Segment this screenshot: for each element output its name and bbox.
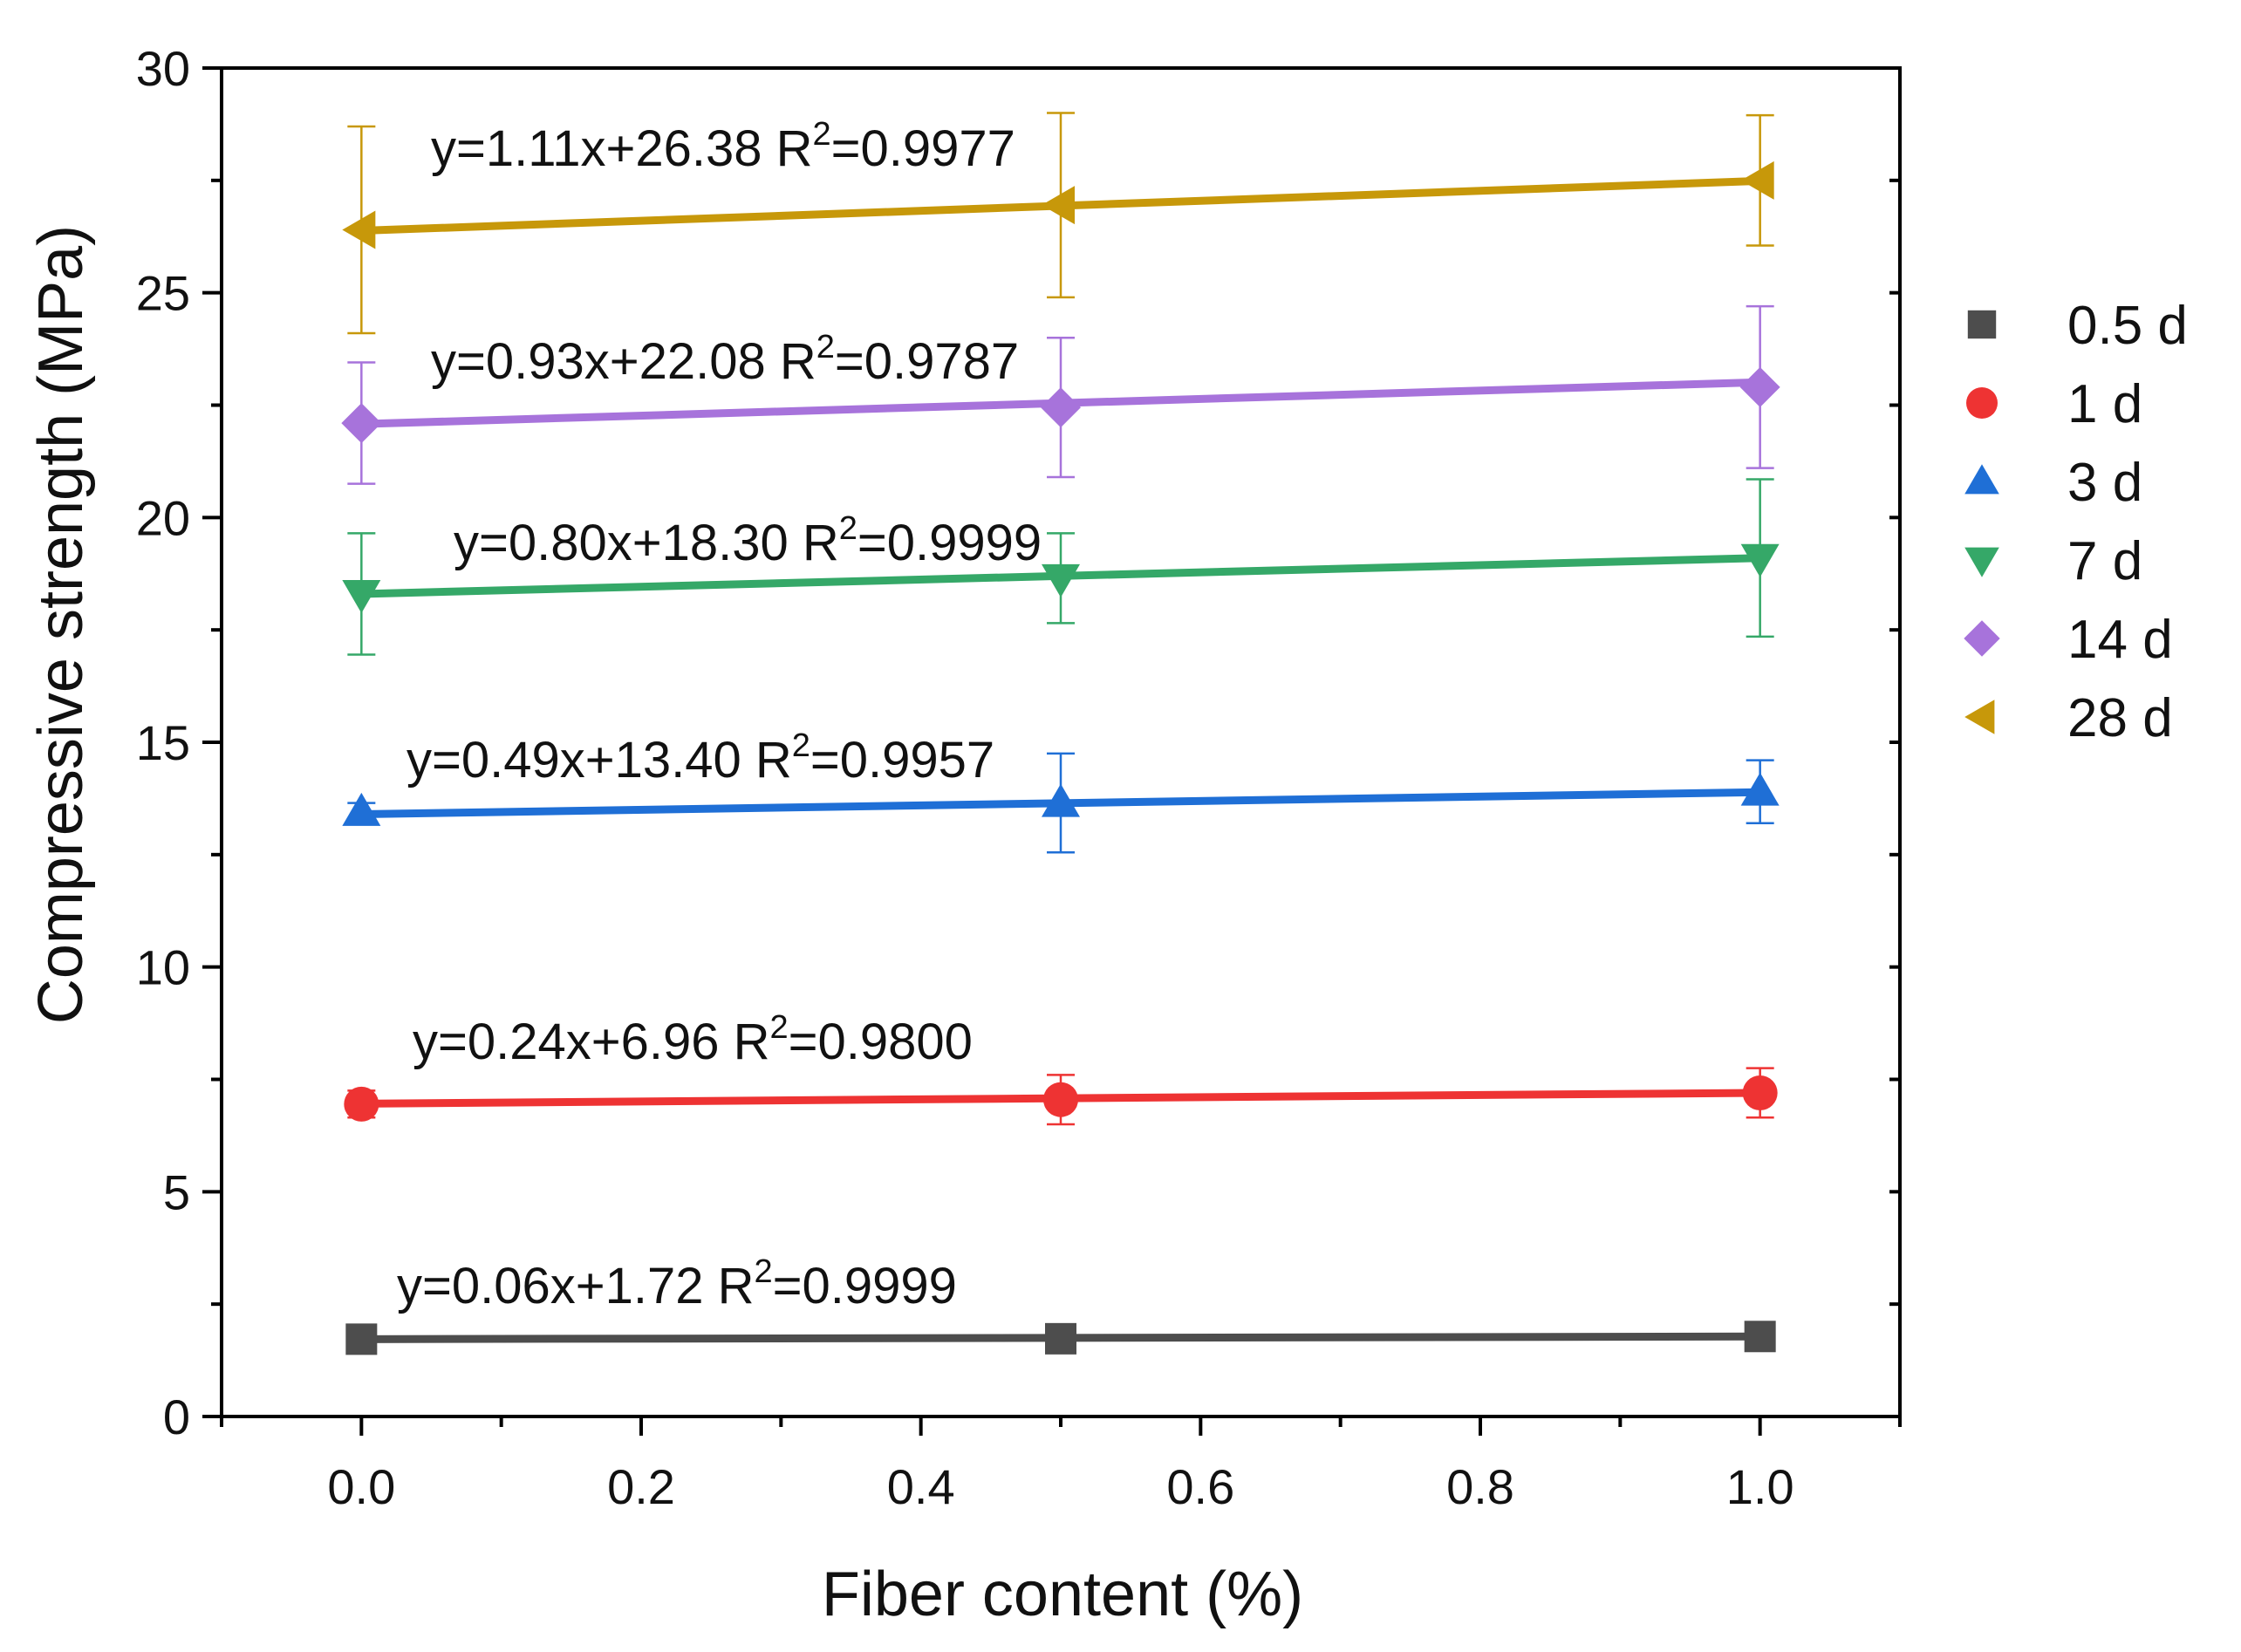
axes: 0.0 0.2 0.4 0.6 0.8 1.0 0 5 10 15 20 25 30 [136, 41, 1902, 1514]
data-point [1740, 772, 1780, 806]
data-point [345, 1323, 378, 1355]
data-point [1744, 1321, 1776, 1353]
fit-equation: y=0.06x+1.72 R2=0.9999 [397, 1253, 957, 1314]
fit-equation: y=0.49x+13.40 R2=0.9957 [407, 727, 994, 788]
x-tick-label: 0.0 [327, 1459, 395, 1514]
legend-label: 28 d [2067, 688, 2173, 748]
legend-marker [1966, 387, 1998, 419]
data-point [342, 792, 381, 826]
legend-marker [1964, 547, 1999, 577]
legend-item: 14 d [1964, 610, 2173, 670]
x-axis-title: Fiber content (%) [822, 1560, 1303, 1629]
legend-item: 28 d [1964, 688, 2173, 748]
data-point [1740, 543, 1780, 577]
x-tick-label: 0.2 [607, 1459, 675, 1514]
series-1-d [344, 1067, 1778, 1126]
x-tick-label: 1.0 [1726, 1459, 1794, 1514]
fit-equation: y=1.11x+26.38 R2=0.9977 [431, 116, 1015, 177]
legend-label: 3 d [2067, 453, 2142, 513]
legend: 0.5 d 1 d 3 d 7 d 14 d 28 d [1964, 296, 2188, 748]
series-28-d [342, 112, 1774, 335]
data-point [1043, 1082, 1078, 1117]
data-point [342, 210, 376, 249]
y-tick-label: 0 [163, 1389, 190, 1444]
legend-item: 7 d [1964, 531, 2142, 591]
data-point [344, 1086, 379, 1122]
data-point [1045, 1322, 1076, 1355]
data-point [1739, 366, 1780, 407]
legend-marker [1964, 700, 1995, 734]
data-point [342, 579, 381, 613]
series-7-d [342, 478, 1780, 656]
y-tick-label: 15 [136, 715, 190, 770]
y-axis-title: Compressive strength (MPa) [26, 225, 96, 1024]
data-point [1042, 563, 1080, 597]
y-tick-label: 10 [136, 940, 190, 995]
data-point [1042, 783, 1080, 817]
data-point [1740, 160, 1774, 200]
legend-label: 1 d [2067, 374, 2142, 434]
legend-label: 7 d [2067, 531, 2142, 591]
y-tick-label: 30 [136, 41, 190, 96]
data-point [1041, 387, 1081, 428]
legend-item: 0.5 d [1967, 296, 2188, 356]
legend-item: 1 d [1966, 374, 2142, 434]
legend-label: 0.5 d [2067, 296, 2188, 356]
series-0-5-d [345, 1321, 1776, 1355]
y-tick-label: 20 [136, 490, 190, 545]
fit-equations: y=0.06x+1.72 R2=0.9999 y=0.24x+6.96 R2=0.… [397, 116, 1042, 1314]
data-point [341, 403, 382, 444]
x-tick-label: 0.6 [1166, 1459, 1234, 1514]
fit-equation: y=0.24x+6.96 R2=0.9800 [413, 1009, 973, 1070]
data-point [1742, 1075, 1778, 1110]
x-tick-label: 0.4 [887, 1459, 955, 1514]
data-series [341, 112, 1780, 1355]
x-tick-label: 0.8 [1446, 1459, 1514, 1514]
legend-marker [1964, 620, 2000, 657]
series-3-d [342, 752, 1780, 854]
data-point [1042, 186, 1075, 225]
fit-equation: y=0.80x+18.30 R2=0.9999 [454, 510, 1042, 571]
legend-marker [1964, 464, 1999, 495]
y-tick-label: 25 [136, 266, 190, 321]
fit-equation: y=0.93x+22.08 R2=0.9787 [431, 329, 1019, 390]
legend-marker [1967, 310, 1997, 339]
series-14-d [341, 304, 1780, 485]
y-tick-label: 5 [163, 1164, 190, 1219]
legend-item: 3 d [1964, 453, 2142, 513]
legend-label: 14 d [2067, 610, 2173, 670]
